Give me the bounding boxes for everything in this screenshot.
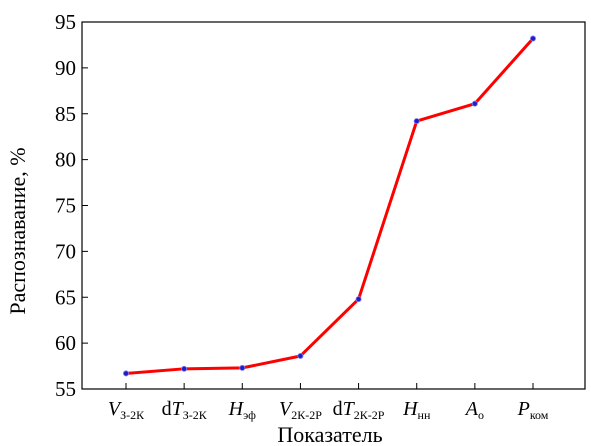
x-tick-label: dT2К-2Р [333,398,385,422]
x-tick-label: V2К-2Р [279,398,322,422]
data-point [297,352,304,359]
data-point [123,370,130,377]
y-axis-ticks: 55 60 65 70 75 80 85 90 95 [55,10,88,401]
x-axis-ticks: VЗ-2К dTЗ-2К Hэф V2К-2Р dT2К-2Р Hнн Aо Pком [108,383,549,422]
x-tick-label: Aо [464,398,484,422]
y-tick-label: 75 [55,194,76,218]
y-tick-label: 95 [55,10,76,34]
y-tick-label: 80 [55,148,76,172]
data-point [530,35,537,42]
y-tick-label: 90 [55,56,76,80]
x-tick-label: Pком [517,398,549,422]
axes [81,21,586,390]
y-tick-label: 70 [55,239,76,263]
data-point [239,364,246,371]
series [123,35,537,377]
y-tick-label: 65 [55,285,76,309]
data-point [181,365,188,372]
data-point [355,296,362,303]
data-point [413,118,420,125]
x-tick-label: dTЗ-2К [162,398,208,422]
x-tick-label: Hэф [228,398,257,422]
plot-frame [81,21,586,390]
x-tick-label: VЗ-2К [108,398,145,422]
x-tick-label: Hнн [402,398,431,422]
y-tick-label: 60 [55,331,76,355]
series-line [125,37,535,375]
x-axis-title: Показатель [277,422,382,446]
y-tick-label: 85 [55,102,76,126]
y-axis-title: Распознавание, % [5,147,30,314]
data-point [471,100,478,107]
y-tick-label: 55 [55,377,76,401]
